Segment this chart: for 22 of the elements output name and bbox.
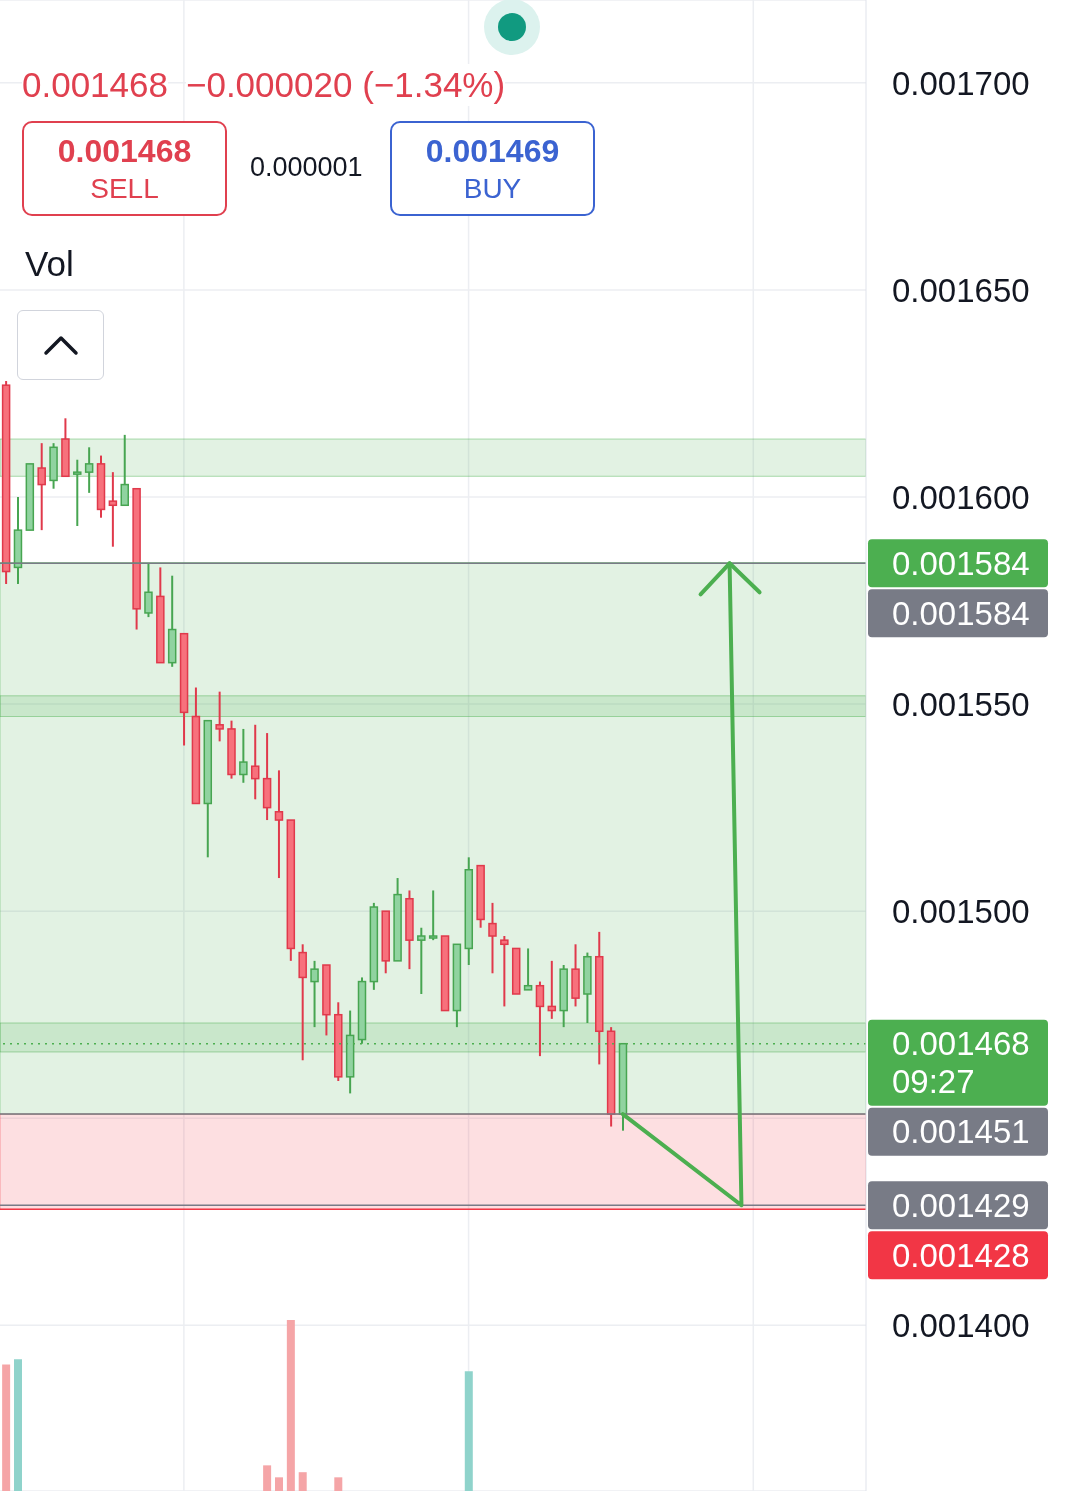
ref-line-label: 0.001584 <box>892 544 1030 582</box>
y-tick-label: 0.001700 <box>892 64 1030 102</box>
buy-button: 0.001469 BUY <box>390 121 595 216</box>
annotation: −0.000020 (−1.34%) <box>185 64 506 106</box>
ref-line-label: 0.001428 <box>892 1236 1030 1274</box>
ref-line-label: 0.001584 <box>892 594 1030 632</box>
annotation: BUY <box>462 172 523 206</box>
annotation: 0.001468 <box>56 132 193 170</box>
y-tick-label: 0.001600 <box>892 478 1030 516</box>
annotation: 0.000001 <box>250 151 363 183</box>
ref-line-label: 0.001451 <box>892 1113 1030 1151</box>
annotation: SELL <box>89 172 160 206</box>
y-tick-label: 0.001550 <box>892 685 1030 723</box>
annotation: 0.001468 <box>22 64 168 106</box>
ref-line-label: 0.001429 <box>892 1186 1030 1224</box>
annotation: 0.001469 <box>424 132 561 170</box>
y-tick-label: 0.001400 <box>892 1307 1030 1345</box>
y-tick-label: 0.001650 <box>892 271 1030 309</box>
sell-button: 0.001468 SELL <box>22 121 227 216</box>
annotation: Vol <box>25 243 74 285</box>
y-tick-label: 0.001500 <box>892 892 1030 930</box>
ref-line-label: 0.001468 09:27 <box>892 1025 1030 1101</box>
